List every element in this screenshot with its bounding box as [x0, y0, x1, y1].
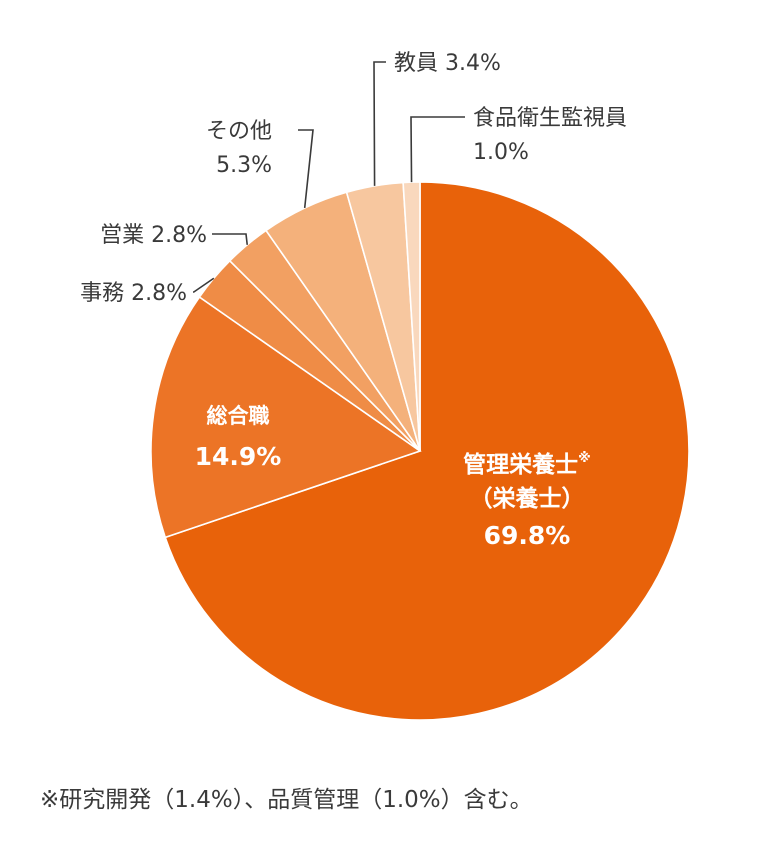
slice-label-3: 営業 2.8%	[100, 223, 207, 248]
leader-line-5	[373, 61, 386, 186]
pie-slice-6	[402, 181, 421, 452]
leader-line-3	[212, 233, 249, 245]
slice-value-4: 5.3%	[216, 153, 272, 178]
slice-label-0-sub: （栄養士）	[470, 485, 585, 512]
leader-line-2	[193, 277, 215, 293]
slice-label-0-mark: ※	[578, 451, 591, 466]
slice-label-1: 総合職	[207, 404, 270, 428]
slice-value-0: 69.8%	[484, 521, 571, 550]
pie-slices	[150, 181, 690, 721]
pie-slice-0	[164, 181, 690, 721]
slice-label-6: 食品衛生監視員	[473, 106, 627, 131]
slice-label-5: 教員 3.4%	[394, 51, 501, 76]
leader-line-4	[298, 129, 314, 209]
slice-value-6: 1.0%	[473, 140, 529, 165]
slice-label-0: 管理栄養士※	[463, 451, 591, 478]
slice-value-1: 14.9%	[195, 442, 282, 471]
footnote: ※研究開発（1.4%）、品質管理（1.0%）含む。	[40, 787, 533, 813]
slice-labels: 管理栄養士※ （栄養士） 69.8% 総合職 14.9% 事務 2.8% 営業 2.8% その…	[80, 51, 627, 550]
slice-label-2: 事務 2.8%	[80, 281, 187, 306]
leader-line-6	[410, 116, 465, 183]
leader-lines	[193, 61, 465, 293]
slice-label-4: その他	[206, 119, 272, 144]
pie-slice-1	[150, 295, 422, 539]
